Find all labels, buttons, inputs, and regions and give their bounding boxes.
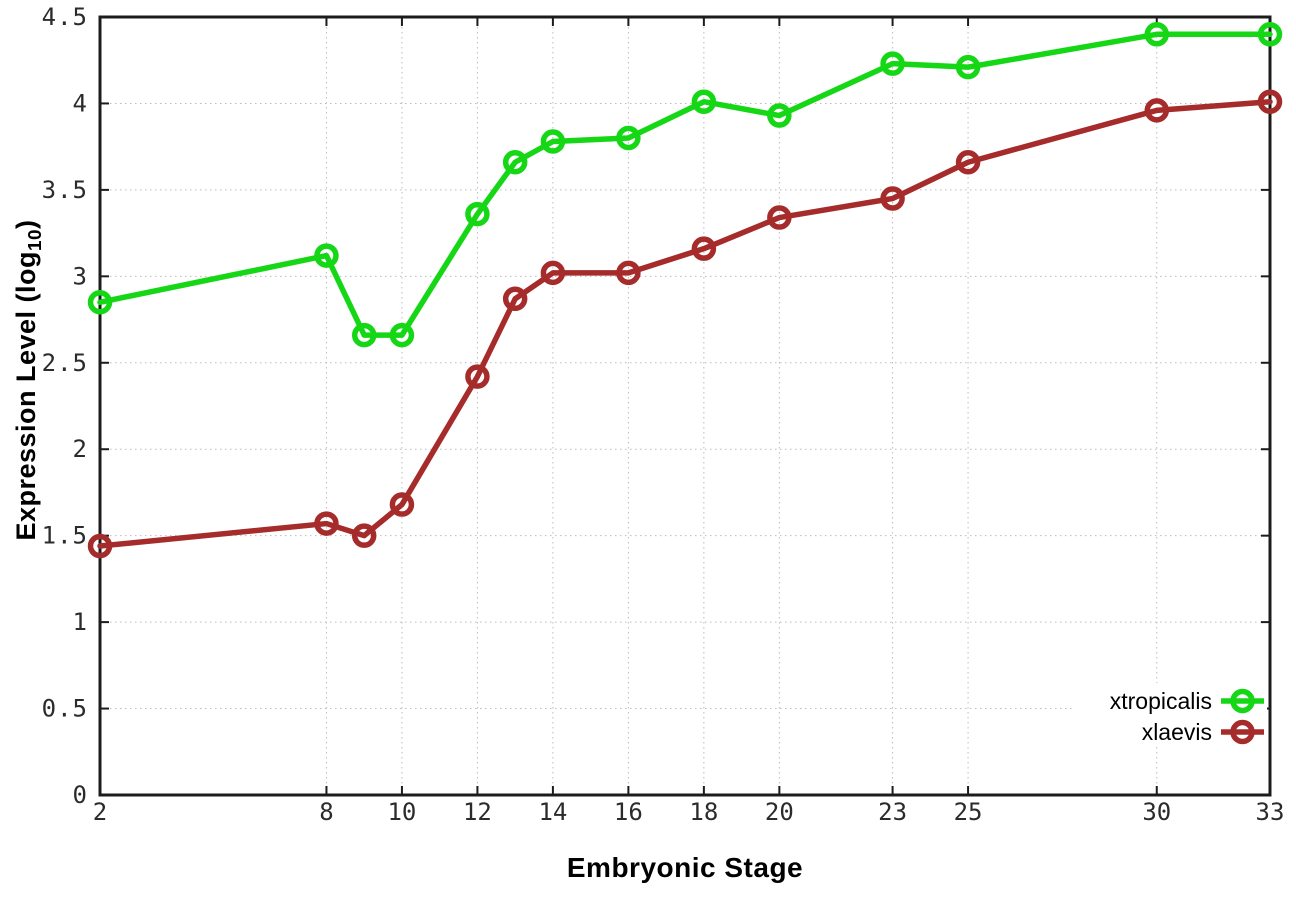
data-point-xlaevis (540, 260, 566, 286)
legend-sample-marker-xtropicalis (1230, 688, 1255, 714)
data-point-xlaevis (691, 236, 717, 261)
data-point-xtropicalis (955, 54, 981, 80)
data-point-xtropicalis (1257, 22, 1283, 47)
y-tick-label: 2.5 (42, 349, 88, 377)
x-tick-label: 25 (954, 798, 983, 826)
y-tick-label: 0.5 (42, 695, 88, 723)
data-point-xtropicalis (767, 103, 792, 128)
data-point-xtropicalis (616, 125, 641, 151)
y-tick-label: 2 (73, 435, 88, 463)
data-point-xtropicalis (540, 129, 566, 154)
y-tick-label: 3.5 (42, 176, 88, 204)
x-tick-label: 10 (387, 798, 416, 826)
y-tick-label: 3 (73, 262, 88, 290)
data-point-xtropicalis (351, 322, 377, 348)
data-point-xtropicalis (880, 51, 905, 76)
data-point-xtropicalis (314, 243, 339, 268)
data-point-xlaevis (389, 492, 415, 517)
y-axis-title-text: Expression Level (log (10, 250, 41, 541)
x-axis-title: Embryonic Stage (566, 852, 804, 883)
data-point-xlaevis (465, 364, 490, 389)
x-tick-label: 16 (614, 798, 643, 826)
data-point-xtropicalis (502, 149, 528, 175)
x-tick-label: 12 (463, 798, 492, 826)
data-point-xtropicalis (1144, 22, 1170, 47)
y-tick-label: 0 (73, 781, 88, 809)
y-axis-title: Expression Level (log10) (11, 219, 47, 540)
data-point-xlaevis (955, 149, 981, 175)
x-tick-label: 33 (1256, 798, 1285, 826)
plot-border (98, 15, 1272, 797)
data-point-xlaevis (87, 533, 113, 559)
series-line-xtropicalis (97, 31, 1273, 338)
data-point-xtropicalis (691, 89, 717, 114)
x-tick-label: 14 (538, 798, 567, 826)
x-tick-label: 8 (319, 798, 333, 826)
legend-sample-marker-xlaevis (1230, 719, 1255, 745)
y-tick-label: 1 (73, 608, 88, 636)
y-tick-label: 4 (73, 89, 88, 117)
data-point-xtropicalis (389, 322, 415, 348)
x-tick-label: 2 (93, 798, 107, 826)
x-tick-label: 20 (765, 798, 794, 826)
y-tick-label: 1.5 (42, 522, 88, 550)
x-tick-label: 18 (689, 798, 718, 826)
legend-label-xlaevis: xlaevis (1142, 719, 1212, 745)
x-tick-label: 30 (1142, 798, 1171, 826)
data-point-xlaevis (616, 260, 641, 286)
y-axis-title-subscript: 10 (25, 228, 47, 251)
y-axis-title-suffix: ) (10, 219, 41, 229)
data-point-xtropicalis (465, 201, 490, 227)
data-point-xlaevis (767, 205, 792, 230)
data-point-xlaevis (880, 186, 905, 211)
data-point-xlaevis (1257, 89, 1283, 114)
legend-label-xtropicalis: xtropicalis (1110, 688, 1212, 714)
x-tick-label: 23 (878, 798, 907, 826)
data-point-xlaevis (502, 286, 528, 312)
data-point-xlaevis (1144, 98, 1170, 123)
data-point-xlaevis (351, 523, 377, 548)
y-tick-label: 4.5 (42, 3, 88, 31)
data-point-xtropicalis (87, 290, 113, 315)
series-line-xlaevis (97, 98, 1273, 549)
data-point-xlaevis (314, 511, 339, 536)
